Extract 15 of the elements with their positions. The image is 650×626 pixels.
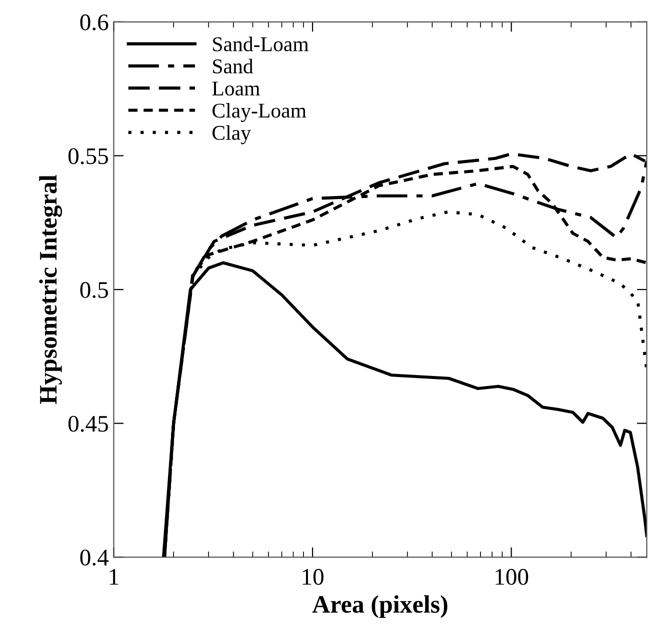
x-tick-label: 10	[302, 568, 324, 585]
legend-label: Sand	[213, 58, 254, 74]
y-tick-label: 0.45	[68, 416, 108, 432]
y-axis-title: Hypsometric Integral	[39, 175, 62, 404]
legend-label: Loam	[212, 82, 260, 96]
y-tick-label: 0.4	[80, 550, 109, 566]
y-tick-label: 0.5	[80, 282, 108, 298]
y-tick-label: 0.55	[68, 148, 108, 164]
x-axis-title: Area (pixels)	[312, 595, 448, 618]
y-tick-label: 0.6	[80, 14, 108, 30]
legend-label: Sand-Loam	[213, 36, 309, 52]
legend-label: Clay	[212, 125, 251, 144]
x-tick-label: 100	[496, 568, 528, 585]
legend-label: Clay-Loam	[212, 103, 306, 122]
x-tick-label: 1	[110, 569, 118, 585]
